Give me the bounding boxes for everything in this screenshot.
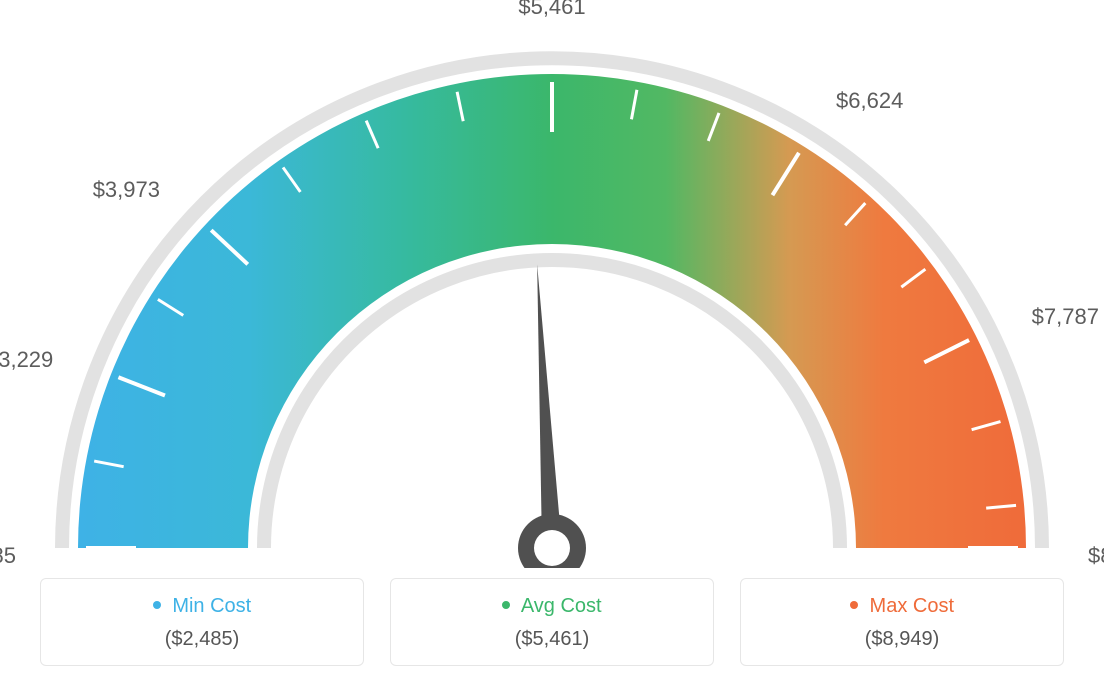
legend-min-title-text: Min Cost: [172, 595, 251, 617]
gauge-tick-label: $8,949: [1088, 543, 1104, 569]
gauge-chart: $2,485$3,229$3,973$5,461$6,624$7,787$8,9…: [0, 8, 1104, 568]
gauge-tick-label: $6,624: [836, 88, 903, 114]
cost-gauge-widget: $2,485 $3,229 $3,973 $5,461 $6,624 $7,787 $8,9…: [0, 0, 1104, 690]
legend-card-max: Max Cost ($8,949): [740, 578, 1064, 666]
gauge-svg: [0, 8, 1104, 568]
legend-min-title: Min Cost: [41, 595, 363, 618]
gauge-tick-label: $2,485: [0, 543, 16, 569]
legend-avg-value: ($5,461): [391, 628, 713, 651]
legend-avg-title-text: Avg Cost: [521, 595, 602, 617]
dot-icon: [850, 601, 858, 609]
legend-row: Min Cost ($2,485) Avg Cost ($5,461) Max …: [40, 578, 1064, 666]
dot-icon: [502, 601, 510, 609]
legend-card-avg: Avg Cost ($5,461): [390, 578, 714, 666]
legend-max-title: Max Cost: [741, 595, 1063, 618]
gauge-tick-label: $7,787: [1032, 304, 1099, 330]
legend-max-value: ($8,949): [741, 628, 1063, 651]
legend-min-value: ($2,485): [41, 628, 363, 651]
gauge-tick-label: $3,973: [93, 177, 160, 203]
gauge-tick-label: $3,229: [0, 347, 53, 373]
gauge-tick-label: $5,461: [518, 0, 585, 20]
legend-card-min: Min Cost ($2,485): [40, 578, 364, 666]
legend-max-title-text: Max Cost: [870, 595, 954, 617]
legend-avg-title: Avg Cost: [391, 595, 713, 618]
dot-icon: [153, 601, 161, 609]
